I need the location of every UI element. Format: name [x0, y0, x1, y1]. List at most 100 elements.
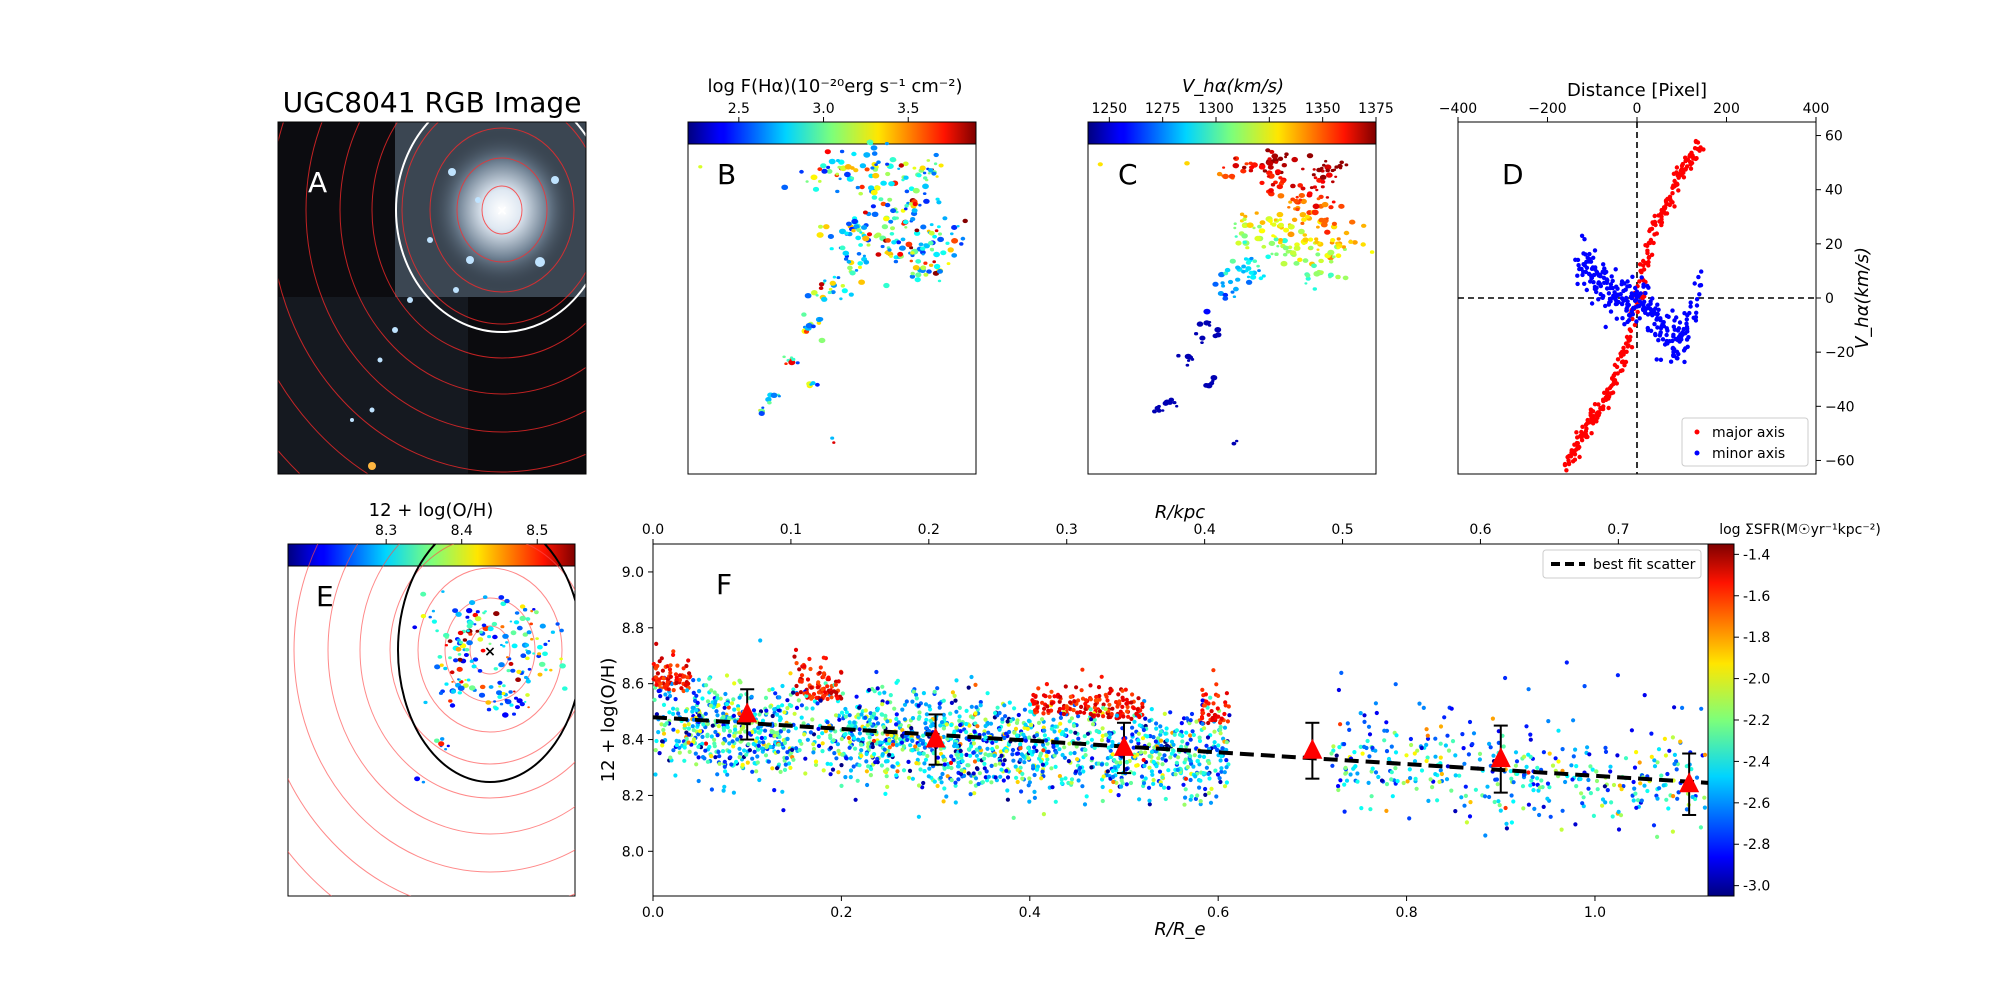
major-axis-point: [1676, 171, 1681, 177]
spaxel-point: [1183, 795, 1188, 800]
panel-d-ylabel: V_hα(km/s): [1852, 247, 1873, 349]
spaxel-point: [1570, 777, 1575, 782]
spaxel-point: [713, 729, 718, 735]
spaxel-point: [809, 685, 814, 690]
spaxel-point: [1444, 777, 1450, 782]
major-axis-point: [1664, 211, 1670, 216]
map-pixel: [885, 162, 890, 166]
spaxel-point: [1376, 774, 1381, 780]
spaxel-point: [880, 684, 885, 689]
spaxel-point: [721, 711, 726, 716]
major-axis-point: [1649, 252, 1655, 257]
spaxel-point: [1528, 737, 1533, 742]
spaxel-point: [1140, 701, 1145, 707]
map-pixel: [437, 655, 443, 659]
spaxel-point: [660, 739, 665, 744]
spaxel-point: [993, 710, 998, 716]
map-pixel: [909, 259, 913, 263]
panel-f: R/kpc 0.0 0.2 0.4 0.6 0.8 1.00.0 0.1 0.2 0.3 0.4 0…: [598, 502, 1881, 940]
spaxel-point: [882, 690, 887, 695]
spaxel-point: [1076, 778, 1081, 783]
spaxel-point: [1032, 789, 1037, 795]
spaxel-point: [1702, 752, 1708, 758]
spaxel-point: [966, 685, 971, 690]
spaxel-point: [1115, 704, 1120, 709]
spaxel-point: [1224, 765, 1229, 770]
spaxel-point: [1156, 756, 1161, 761]
spaxel-point: [660, 743, 665, 748]
spaxel-point: [916, 734, 921, 739]
spaxel-point: [910, 748, 915, 753]
spaxel-point: [697, 713, 702, 718]
spaxel-point: [881, 725, 887, 730]
map-pixel: [519, 702, 525, 707]
map-pixel: [538, 661, 546, 667]
spaxel-point: [1179, 721, 1184, 726]
map-pixel: [1305, 273, 1311, 278]
spaxel-point: [760, 718, 766, 723]
map-pixel: [525, 650, 532, 655]
spaxel-point: [1595, 787, 1600, 792]
spaxel-point: [972, 729, 977, 734]
spaxel-point: [1173, 772, 1178, 777]
spaxel-point: [816, 743, 822, 749]
spaxel-point: [990, 746, 995, 752]
map-pixel: [861, 225, 868, 230]
spaxel-point: [1205, 735, 1211, 740]
spaxel-point: [943, 757, 948, 763]
spaxel-point: [1222, 711, 1227, 717]
spaxel-point: [1049, 726, 1054, 731]
spaxel-point: [671, 727, 676, 732]
map-pixel: [1312, 185, 1317, 189]
spaxel-point: [1096, 713, 1101, 718]
minor-axis-point: [1676, 326, 1682, 331]
spaxel-point: [1054, 750, 1059, 755]
spaxel-point: [918, 738, 923, 743]
map-pixel: [856, 228, 862, 233]
metallicity-map: [412, 590, 568, 784]
spaxel-point: [944, 794, 949, 799]
spaxel-point: [1108, 732, 1113, 737]
spaxel-point: [885, 700, 890, 705]
map-pixel: [455, 611, 462, 617]
spaxel-point: [1497, 803, 1502, 808]
spaxel-point: [1080, 784, 1085, 789]
spaxel-point: [1412, 759, 1418, 764]
spaxel-point: [1428, 777, 1433, 782]
spaxel-point: [910, 716, 916, 721]
spaxel-point: [928, 718, 933, 723]
spaxel-point: [1141, 727, 1146, 733]
map-pixel: [498, 685, 501, 688]
spaxel-point: [1188, 754, 1193, 759]
spaxel-point: [707, 676, 712, 681]
spaxel-point: [1059, 777, 1064, 782]
spaxel-point: [1019, 752, 1024, 757]
major-axis-point: [1579, 434, 1584, 440]
map-pixel: [1278, 222, 1284, 228]
spaxel-point: [890, 764, 895, 769]
velocity-map: [1097, 148, 1375, 446]
spaxel-point: [980, 780, 986, 785]
spaxel-point: [1579, 791, 1584, 796]
spaxel-point: [655, 663, 660, 669]
spaxel-point: [958, 729, 963, 734]
map-pixel: [463, 653, 469, 657]
spaxel-point: [1370, 766, 1375, 771]
map-pixel: [910, 251, 915, 255]
spaxel-point: [1342, 782, 1347, 787]
minor-axis-point: [1634, 319, 1639, 324]
minor-axis-point: [1688, 300, 1693, 305]
spaxel-point: [846, 735, 852, 741]
spaxel-point: [871, 738, 877, 744]
minor-axis-point: [1687, 310, 1692, 316]
map-pixel: [1262, 169, 1268, 173]
map-pixel: [1261, 274, 1266, 278]
panel-f-colorbar-ticks: -1.4-1.6-1.8-2.0-2.2-2.4-2.6-2.8-3.0: [1734, 547, 1770, 895]
spaxel-point: [1571, 754, 1576, 759]
spaxel-point: [1108, 788, 1113, 794]
map-pixel: [477, 669, 483, 673]
map-pixel: [848, 292, 854, 297]
map-pixel: [1297, 183, 1303, 188]
map-pixel: [514, 611, 520, 615]
map-pixel: [847, 265, 853, 271]
